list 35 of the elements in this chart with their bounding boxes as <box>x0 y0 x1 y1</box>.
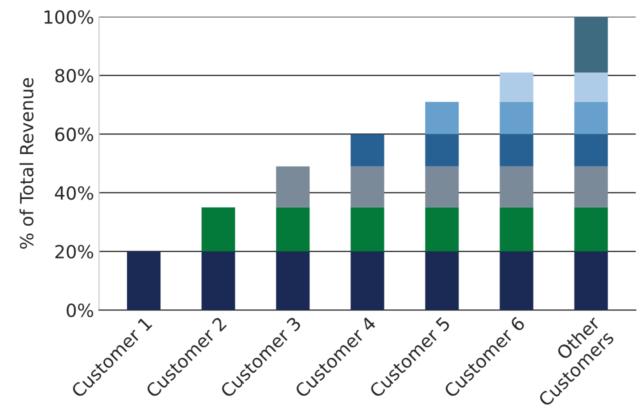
bar <box>127 251 161 310</box>
bar <box>202 251 236 310</box>
bar <box>500 102 534 134</box>
y-tick-label: 80% <box>55 68 94 83</box>
bar <box>350 134 384 166</box>
bar <box>425 207 459 252</box>
bar <box>425 102 459 134</box>
bar <box>500 72 534 102</box>
bar <box>500 207 534 252</box>
bar <box>202 207 236 252</box>
bar <box>350 207 384 252</box>
y-tick-label: 0% <box>66 304 94 318</box>
bar <box>574 207 608 252</box>
bar <box>574 16 608 72</box>
bar <box>574 134 608 166</box>
bar <box>276 207 310 252</box>
bar <box>276 166 310 208</box>
bar <box>350 166 384 208</box>
bar <box>500 166 534 208</box>
bar <box>500 134 534 166</box>
bar <box>425 251 459 310</box>
bar <box>425 134 459 166</box>
bar <box>350 251 384 310</box>
y-tick-label: 100% <box>44 10 94 24</box>
bar <box>574 102 608 134</box>
bar <box>574 72 608 102</box>
bar <box>425 166 459 208</box>
bar <box>574 166 608 208</box>
bar <box>276 251 310 310</box>
bar <box>500 251 534 310</box>
bar <box>574 251 608 310</box>
y-tick-label: 20% <box>55 244 94 259</box>
y-tick-label: 60% <box>55 128 94 142</box>
y-axis-title: % of Total Revenue <box>20 78 34 249</box>
y-tick-label: 40% <box>54 186 94 200</box>
